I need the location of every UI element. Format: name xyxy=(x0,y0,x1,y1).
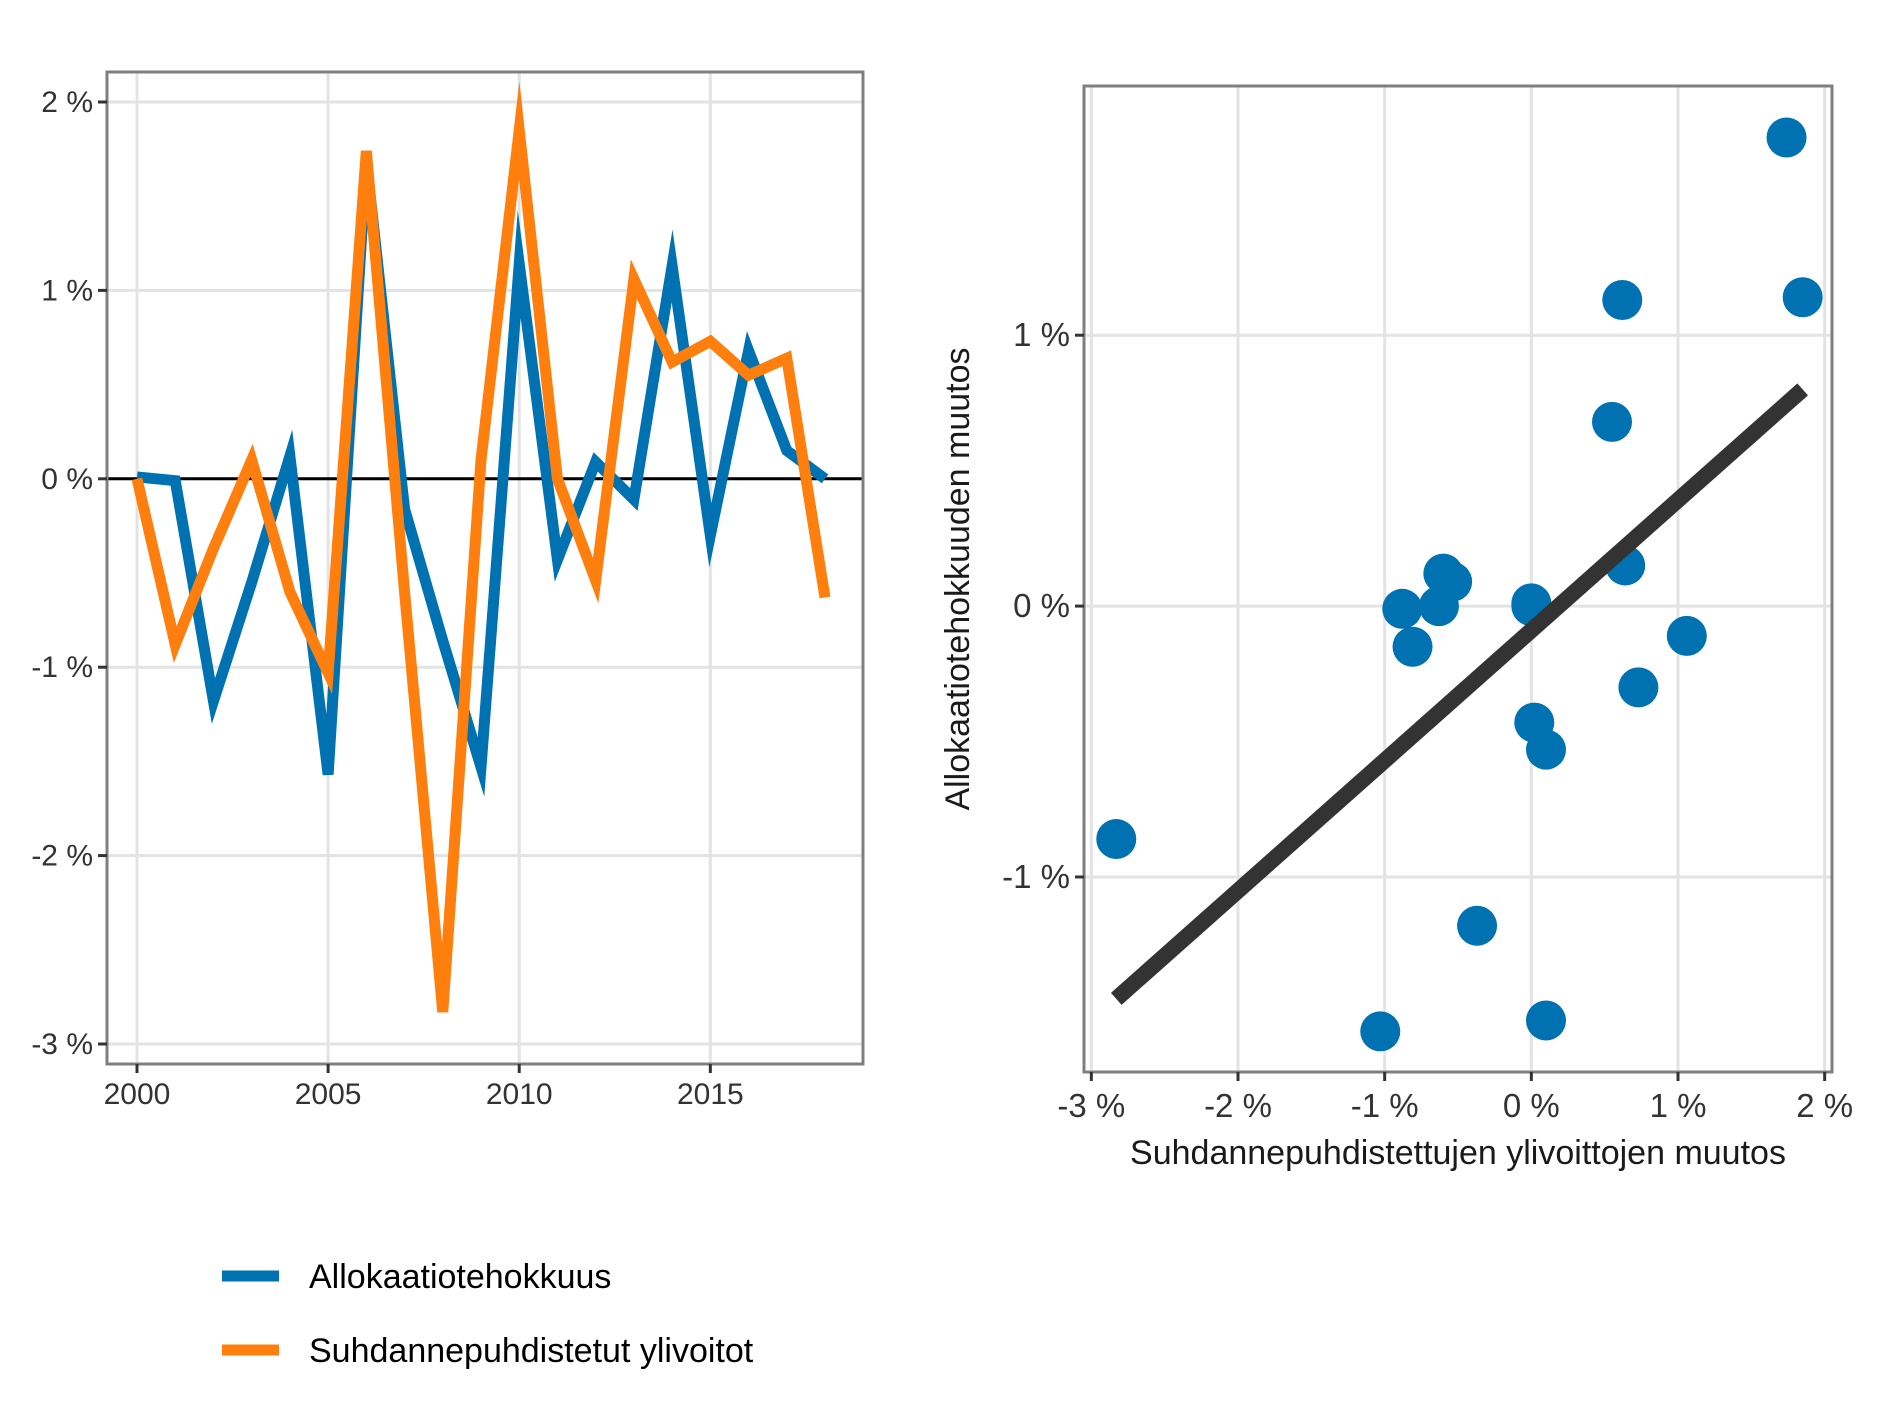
series-line-suhdannepuhdistetut-ylivoitot xyxy=(131,81,831,1013)
y-tick-label: -2 % xyxy=(31,840,93,873)
x-tick-label: 2 % xyxy=(1796,1087,1853,1124)
y-tick-label: 2 % xyxy=(41,86,93,119)
legend-label-suhdannepuhdistetut-ylivoitot: Suhdannepuhdistetut ylivoitot xyxy=(309,1332,754,1370)
scatter-point xyxy=(1382,588,1423,629)
x-tick-label: 2015 xyxy=(677,1078,744,1111)
x-tick-label: -1 % xyxy=(1351,1087,1419,1124)
scatter-x-axis-label: Suhdannepuhdistettujen ylivoittojen muut… xyxy=(1130,1134,1786,1172)
legend: Allokaatiotehokkuus Suhdannepuhdistetut … xyxy=(222,1258,754,1370)
scatter-point xyxy=(1666,615,1707,656)
fit-line xyxy=(1110,383,1808,1005)
scatter-point xyxy=(1432,561,1473,602)
scatter-point xyxy=(1457,905,1498,946)
series-line-allokaatiotehokkuus xyxy=(136,159,829,797)
x-tick-label: 2000 xyxy=(104,1078,171,1111)
scatter-point xyxy=(1782,277,1823,318)
line-chart-x-axis: 2000 2005 2010 2015 xyxy=(104,1064,744,1111)
x-tick-label: -2 % xyxy=(1204,1087,1272,1124)
scatter-chart-frame xyxy=(1082,84,1834,1074)
y-tick-label: 0 % xyxy=(41,463,93,496)
y-tick-label: 0 % xyxy=(1013,587,1070,624)
y-tick-label: -1 % xyxy=(1002,858,1070,895)
scatter-y-axis-label: Allokaatiotehokkuuden muutos xyxy=(939,347,977,810)
y-tick-label: -1 % xyxy=(31,651,93,684)
scatter-point xyxy=(1766,117,1807,158)
y-tick-label: 1 % xyxy=(1013,316,1070,353)
scatter-chart-panel: 1 % 0 % -1 % -3 % -2 % -1 % 0 % 1 % 2 % Suhdann… xyxy=(939,84,1853,1172)
line-chart-panel: 2 % 1 % 0 % -1 % -2 % -3 % 2000 2005 2010 2015 xyxy=(31,70,865,1111)
line-chart-frame xyxy=(105,70,865,1066)
scatter-point xyxy=(1360,1011,1401,1052)
scatter-chart-y-axis: 1 % 0 % -1 % xyxy=(1002,316,1084,895)
scatter-points xyxy=(1096,117,1823,1052)
line-chart-gridlines xyxy=(107,72,863,1064)
y-tick-label: 1 % xyxy=(41,274,93,307)
x-tick-label: 0 % xyxy=(1503,1087,1560,1124)
line-chart-series xyxy=(131,81,831,1013)
scatter-point xyxy=(1526,729,1566,770)
scatter-chart-x-axis: -3 % -2 % -1 % 0 % 1 % 2 % xyxy=(1057,1072,1853,1124)
line-chart-y-axis: 2 % 1 % 0 % -1 % -2 % -3 % xyxy=(31,86,107,1061)
x-tick-label: 1 % xyxy=(1650,1087,1707,1124)
scatter-point xyxy=(1602,279,1643,320)
legend-label-allokaatiotehokkuus: Allokaatiotehokkuus xyxy=(309,1258,611,1296)
x-tick-label: 2010 xyxy=(486,1078,553,1111)
x-tick-label: 2005 xyxy=(295,1078,362,1111)
scatter-point xyxy=(1618,667,1659,708)
scatter-point xyxy=(1096,819,1137,860)
scatter-point xyxy=(1592,401,1632,442)
scatter-point xyxy=(1392,626,1433,667)
scatter-chart-gridlines xyxy=(1084,86,1832,1072)
x-tick-label: -3 % xyxy=(1057,1087,1125,1124)
scatter-point xyxy=(1526,1000,1566,1041)
regression-line xyxy=(1110,383,1808,1005)
y-tick-label: -3 % xyxy=(31,1028,93,1061)
